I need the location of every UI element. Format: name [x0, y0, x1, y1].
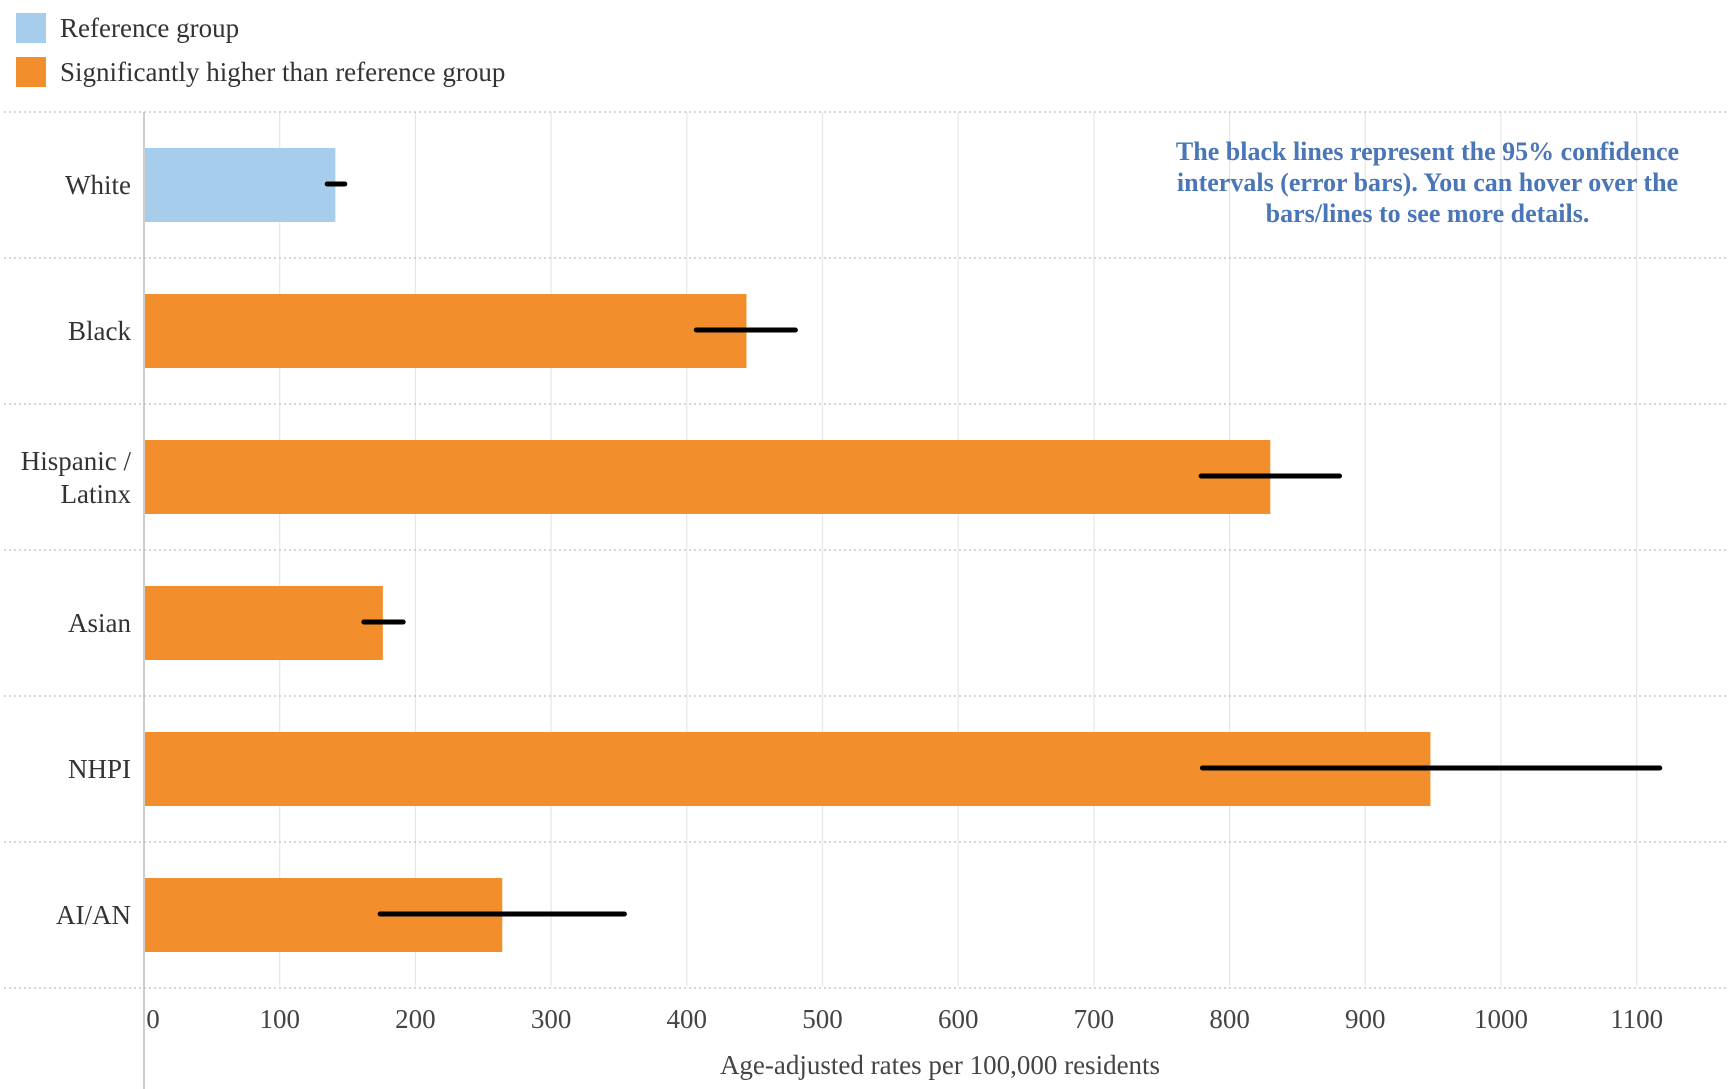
x-tick-label-800: 800 — [1209, 1004, 1250, 1034]
x-tick-label-100: 100 — [259, 1004, 300, 1034]
x-tick-label-600: 600 — [938, 1004, 979, 1034]
legend-label-higher: Significantly higher than reference grou… — [60, 56, 506, 87]
error-bar-note: The black lines represent the 95% confid… — [1175, 137, 1680, 228]
category-label-0: White — [65, 170, 131, 200]
bar-1[interactable] — [145, 294, 747, 368]
x-tick-label-1000: 1000 — [1474, 1004, 1528, 1034]
x-tick-label-0: 0 — [146, 1004, 160, 1034]
category-label-4: NHPI — [68, 754, 131, 784]
bar-0[interactable] — [145, 148, 336, 222]
legend-item-higher[interactable]: Significantly higher than reference grou… — [16, 50, 505, 94]
x-tick-label-700: 700 — [1074, 1004, 1115, 1034]
x-tick-label-500: 500 — [802, 1004, 843, 1034]
x-axis-title: Age-adjusted rates per 100,000 residents — [720, 1050, 1160, 1080]
legend-item-reference[interactable]: Reference group — [16, 6, 505, 50]
bar-2[interactable] — [145, 440, 1271, 514]
x-tick-label-200: 200 — [395, 1004, 436, 1034]
legend-label-reference: Reference group — [60, 12, 240, 43]
legend-swatch-higher — [16, 57, 46, 87]
category-label-5: AI/AN — [56, 900, 131, 930]
x-tick-label-900: 900 — [1345, 1004, 1386, 1034]
category-label-2: Hispanic / Latinx — [21, 446, 132, 509]
category-label-3: Asian — [68, 608, 131, 638]
x-tick-label-300: 300 — [531, 1004, 572, 1034]
legend-swatch-reference — [16, 13, 46, 43]
category-label-line: Hispanic / — [21, 446, 132, 476]
bar-3[interactable] — [145, 586, 383, 660]
category-label-line: Latinx — [61, 479, 132, 509]
category-label-1: Black — [68, 316, 131, 346]
x-tick-label-1100: 1100 — [1610, 1004, 1663, 1034]
x-tick-label-400: 400 — [667, 1004, 708, 1034]
legend: Reference group Significantly higher tha… — [16, 6, 505, 94]
